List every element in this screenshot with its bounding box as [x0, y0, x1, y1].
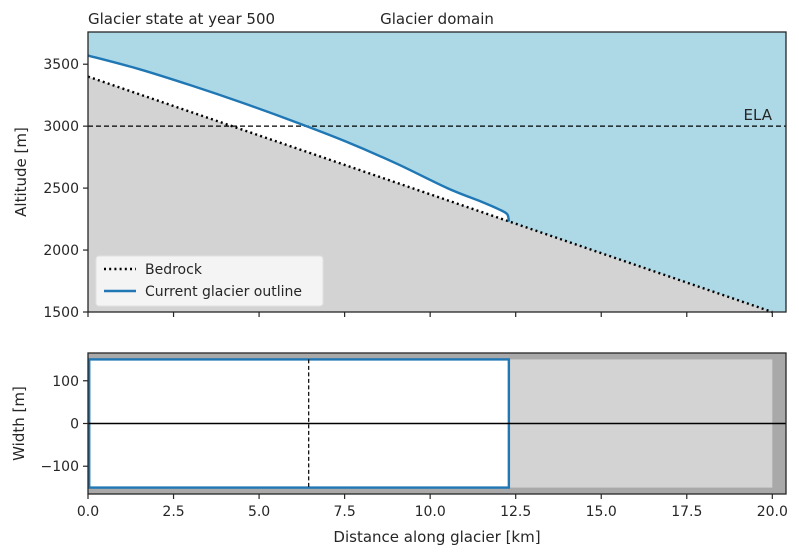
x-axis-label: Distance along glacier [km] [333, 528, 540, 546]
ela-label: ELA [744, 106, 773, 124]
bedrock-line [87, 75, 773, 314]
glacier-ice-fill [88, 55, 509, 222]
bottom-x-tick-label: 17.5 [671, 504, 702, 520]
top-y-tick-label: 2500 [43, 181, 79, 197]
bottom-x-tick-label: 20.0 [757, 504, 788, 520]
legend: Bedrock Current glacier outline [95, 255, 324, 307]
bottom-x-tick-label: 15.0 [586, 504, 617, 520]
top-y-tick-label: 1500 [43, 305, 79, 321]
legend-box [95, 255, 324, 307]
altitude-panel: ELA 1500 2000 2500 3000 3500 Altitude [m] Gl… [12, 10, 787, 321]
bottom-x-ticks: 0.0 2.5 5.0 7.5 10.0 12.5 15.0 17.5 20.0 [77, 494, 788, 520]
legend-label-glacier: Current glacier outline [145, 284, 302, 300]
bottom-y-tick-label: 0 [70, 417, 79, 433]
bottom-x-tick-label: 7.5 [333, 504, 355, 520]
legend-label-bedrock: Bedrock [145, 262, 203, 278]
glacier-outline-line [87, 54, 511, 222]
bottom-x-tick-label: 2.5 [162, 504, 184, 520]
bedrock-ground-fill [88, 76, 786, 312]
top-panel-frame [87, 31, 787, 313]
bottom-y-axis-label: Width [m] [10, 386, 28, 461]
bottom-y-tick-label: 100 [52, 374, 79, 390]
bottom-x-tick-label: 10.0 [415, 504, 446, 520]
bottom-x-tick-label: 12.5 [500, 504, 531, 520]
width-panel: −100 0 100 0.0 2.5 5.0 7.5 10.0 12.5 15.0 17.5 20.… [10, 352, 788, 546]
bottom-x-tick-label: 0.0 [77, 504, 99, 520]
top-y-tick-label: 3000 [43, 119, 79, 135]
top-y-tick-label: 2000 [43, 243, 79, 259]
chart-title-left: Glacier state at year 500 [88, 10, 275, 28]
bottom-x-tick-label: 5.0 [248, 504, 270, 520]
top-y-ticks: 1500 2000 2500 3000 3500 [43, 57, 88, 321]
chart-title-center: Glacier domain [380, 10, 494, 28]
top-x-tick-marks [87, 312, 773, 317]
bottom-y-ticks: −100 0 100 [41, 374, 88, 475]
bottom-y-tick-label: −100 [41, 459, 79, 475]
top-y-tick-label: 3500 [43, 57, 79, 73]
top-y-axis-label: Altitude [m] [12, 127, 30, 217]
